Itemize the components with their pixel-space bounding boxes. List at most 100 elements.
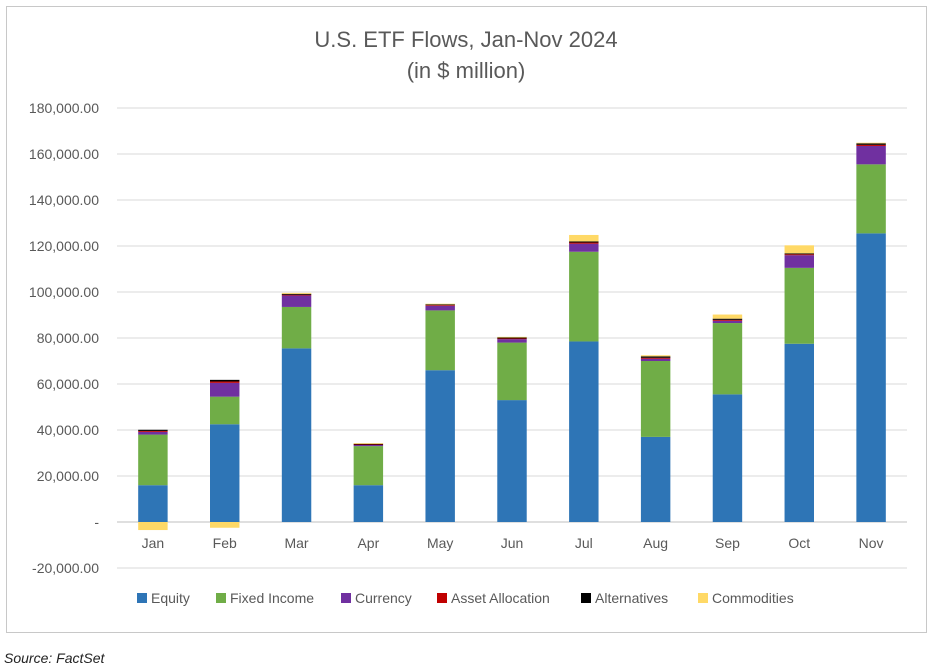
y-tick-label: 20,000.00 bbox=[37, 468, 99, 484]
bar-nov-asset-allocation bbox=[856, 144, 886, 146]
bar-apr-commodities bbox=[353, 443, 384, 444]
bar-mar-currency bbox=[281, 295, 312, 307]
y-tick-label: 160,000.00 bbox=[29, 146, 99, 162]
y-tick-label: 60,000.00 bbox=[37, 376, 99, 392]
x-tick-label: Oct bbox=[788, 535, 810, 551]
bar-jan-currency bbox=[138, 431, 168, 435]
x-tick-label: Mar bbox=[284, 535, 308, 551]
x-tick-label: Nov bbox=[859, 535, 884, 551]
legend-alternatives-label: Alternatives bbox=[595, 590, 668, 606]
bar-apr-asset-allocation bbox=[353, 444, 384, 445]
x-tick-label: Sep bbox=[715, 535, 740, 551]
legend-commodities-label: Commodities bbox=[712, 590, 794, 606]
bar-nov-currency bbox=[856, 145, 886, 165]
y-tick-label: 40,000.00 bbox=[37, 422, 99, 438]
bar-jun-equity bbox=[497, 400, 527, 522]
bar-aug-equity bbox=[640, 436, 671, 522]
chart-frame: U.S. ETF Flows, Jan-Nov 2024 (in $ milli… bbox=[6, 6, 927, 633]
chart: U.S. ETF Flows, Jan-Nov 2024 (in $ milli… bbox=[29, 27, 907, 606]
bar-feb-asset-allocation bbox=[210, 381, 240, 383]
bar-sep-alternatives bbox=[712, 318, 743, 320]
bar-oct-fixed-income bbox=[784, 267, 814, 344]
y-tick-label: 140,000.00 bbox=[29, 192, 99, 208]
bar-may-alternatives bbox=[425, 304, 455, 306]
bar-jan-commodities bbox=[138, 522, 168, 531]
bar-feb-fixed-income bbox=[210, 396, 240, 425]
bar-feb-currency bbox=[210, 382, 240, 397]
bar-jul-alternatives bbox=[569, 241, 599, 243]
y-tick-label: - bbox=[94, 514, 99, 530]
x-tick-label: Jul bbox=[575, 535, 593, 551]
bar-may-commodities bbox=[425, 303, 455, 305]
legend-asset-allocation-swatch bbox=[437, 593, 447, 603]
bar-nov-alternatives bbox=[856, 143, 886, 145]
bar-apr-alternatives bbox=[353, 443, 384, 445]
bar-mar-fixed-income bbox=[281, 306, 312, 349]
legend-equity-label: Equity bbox=[151, 590, 190, 606]
bar-jun-fixed-income bbox=[497, 342, 527, 401]
bar-sep-currency bbox=[712, 320, 743, 324]
y-tick-label: 80,000.00 bbox=[37, 330, 99, 346]
bar-jan-equity bbox=[138, 485, 168, 522]
legend-fixed-income-label: Fixed Income bbox=[230, 590, 314, 606]
legend-currency-swatch bbox=[341, 593, 351, 603]
y-tick-label: -20,000.00 bbox=[32, 560, 99, 576]
bar-jul-equity bbox=[569, 341, 599, 522]
bar-jun-commodities bbox=[497, 336, 527, 338]
bar-jun-currency bbox=[497, 339, 527, 343]
bar-oct-alternatives bbox=[784, 253, 814, 255]
bar-mar-alternatives bbox=[281, 293, 312, 295]
bar-jun-asset-allocation bbox=[497, 338, 527, 340]
bar-may-currency bbox=[425, 305, 455, 311]
bar-jul-fixed-income bbox=[569, 251, 599, 342]
bar-feb-alternatives bbox=[210, 379, 240, 382]
bar-aug-fixed-income bbox=[640, 361, 671, 437]
bar-nov-fixed-income bbox=[856, 164, 886, 234]
x-tick-label: Aug bbox=[643, 535, 668, 551]
bar-may-asset-allocation bbox=[425, 305, 455, 306]
bar-apr-equity bbox=[353, 485, 384, 522]
bar-jan-alternatives bbox=[138, 429, 168, 431]
bar-jul-currency bbox=[569, 243, 599, 252]
x-tick-label: Apr bbox=[357, 535, 379, 551]
bar-mar-asset-allocation bbox=[281, 294, 312, 296]
bar-jul-commodities bbox=[569, 234, 599, 242]
y-tick-label: 120,000.00 bbox=[29, 238, 99, 254]
bar-may-equity bbox=[425, 370, 455, 522]
bar-jul-asset-allocation bbox=[569, 242, 599, 244]
legend: Equity Fixed Income Currency Asset Allocati… bbox=[137, 590, 794, 606]
bar-jan-asset-allocation bbox=[138, 430, 168, 432]
x-tick-label: Jan bbox=[142, 535, 165, 551]
bar-sep-asset-allocation bbox=[712, 319, 743, 321]
bar-aug-asset-allocation bbox=[640, 357, 671, 359]
bar-oct-equity bbox=[784, 343, 814, 522]
legend-currency-label: Currency bbox=[355, 590, 412, 606]
bar-jan-fixed-income bbox=[138, 434, 168, 486]
bar-nov-commodities bbox=[856, 142, 886, 144]
bar-mar-commodities bbox=[281, 292, 312, 294]
bar-nov-equity bbox=[856, 233, 886, 522]
bar-feb-commodities bbox=[210, 522, 240, 528]
bar-aug-commodities bbox=[640, 355, 671, 357]
legend-asset-allocation-label: Asset Allocation bbox=[451, 590, 550, 606]
bar-aug-currency bbox=[640, 358, 671, 361]
bar-jun-alternatives bbox=[497, 337, 527, 339]
legend-alternatives-swatch bbox=[581, 593, 591, 603]
bar-sep-equity bbox=[712, 394, 743, 522]
chart-title: U.S. ETF Flows, Jan-Nov 2024 bbox=[314, 27, 617, 52]
bar-feb-equity bbox=[210, 424, 240, 522]
legend-equity-swatch bbox=[137, 593, 147, 603]
bar-sep-commodities bbox=[712, 314, 743, 319]
bar-apr-currency bbox=[353, 444, 384, 447]
bar-oct-asset-allocation bbox=[784, 254, 814, 256]
source-note: Source: FactSet bbox=[4, 650, 105, 666]
legend-fixed-income-swatch bbox=[216, 593, 226, 603]
bar-aug-alternatives bbox=[640, 356, 671, 358]
bar-may-fixed-income bbox=[425, 310, 455, 371]
chart-subtitle: (in $ million) bbox=[407, 58, 526, 83]
bar-oct-currency bbox=[784, 255, 814, 268]
y-tick-label: 180,000.00 bbox=[29, 100, 99, 116]
x-tick-label: Jun bbox=[501, 535, 524, 551]
x-tick-label: Feb bbox=[213, 535, 237, 551]
legend-commodities-swatch bbox=[698, 593, 708, 603]
